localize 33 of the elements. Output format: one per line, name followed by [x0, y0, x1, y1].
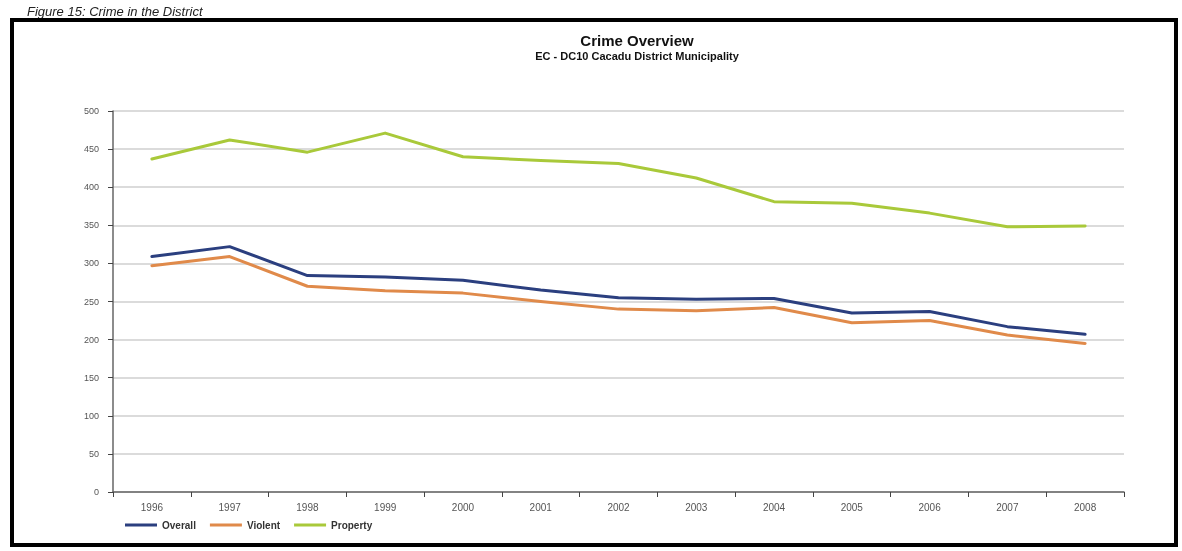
y-tick-label: 100 — [83, 410, 99, 421]
y-tick-label: 0 — [93, 487, 99, 497]
line-series — [150, 131, 1087, 229]
x-tick-label: 2007 — [996, 501, 1019, 513]
x-tick-label: 2008 — [1073, 501, 1097, 513]
x-tick-label: 2006 — [918, 501, 942, 513]
x-tick-label: 1998 — [296, 501, 319, 513]
line-series — [150, 255, 1087, 345]
y-tick-label: 400 — [83, 182, 99, 193]
y-tick-label: 50 — [88, 448, 99, 459]
x-tick-label: 2005 — [840, 501, 864, 513]
x-tick-label: 2001 — [529, 501, 553, 513]
y-tick-label: 300 — [83, 258, 99, 269]
x-tick-label: 1999 — [374, 501, 397, 513]
x-tick-label: 2003 — [685, 501, 708, 513]
y-tick-label: 500 — [83, 106, 99, 116]
chart-title: Crime Overview — [580, 32, 695, 49]
legend-label: Overall — [162, 519, 197, 531]
x-tick-label: 1996 — [140, 501, 164, 513]
chart-subtitle: EC - DC10 Cacadu District Municipality — [535, 49, 740, 62]
x-tick-label: 2000 — [451, 501, 475, 513]
y-tick-label: 200 — [83, 334, 99, 345]
legend-label: Property — [331, 519, 373, 531]
legend-label: Violent — [246, 519, 281, 531]
x-tick-label: 2004 — [762, 501, 786, 513]
y-tick-label: 150 — [83, 372, 99, 383]
y-tick-label: 450 — [83, 144, 99, 155]
y-tick-label: 350 — [83, 220, 99, 231]
line-series — [150, 245, 1087, 336]
x-tick-label: 2002 — [607, 501, 631, 513]
x-tick-label: 1997 — [218, 501, 242, 513]
caption: Figure 15: Crime in the District — [27, 4, 204, 19]
y-tick-label: 250 — [83, 296, 99, 307]
